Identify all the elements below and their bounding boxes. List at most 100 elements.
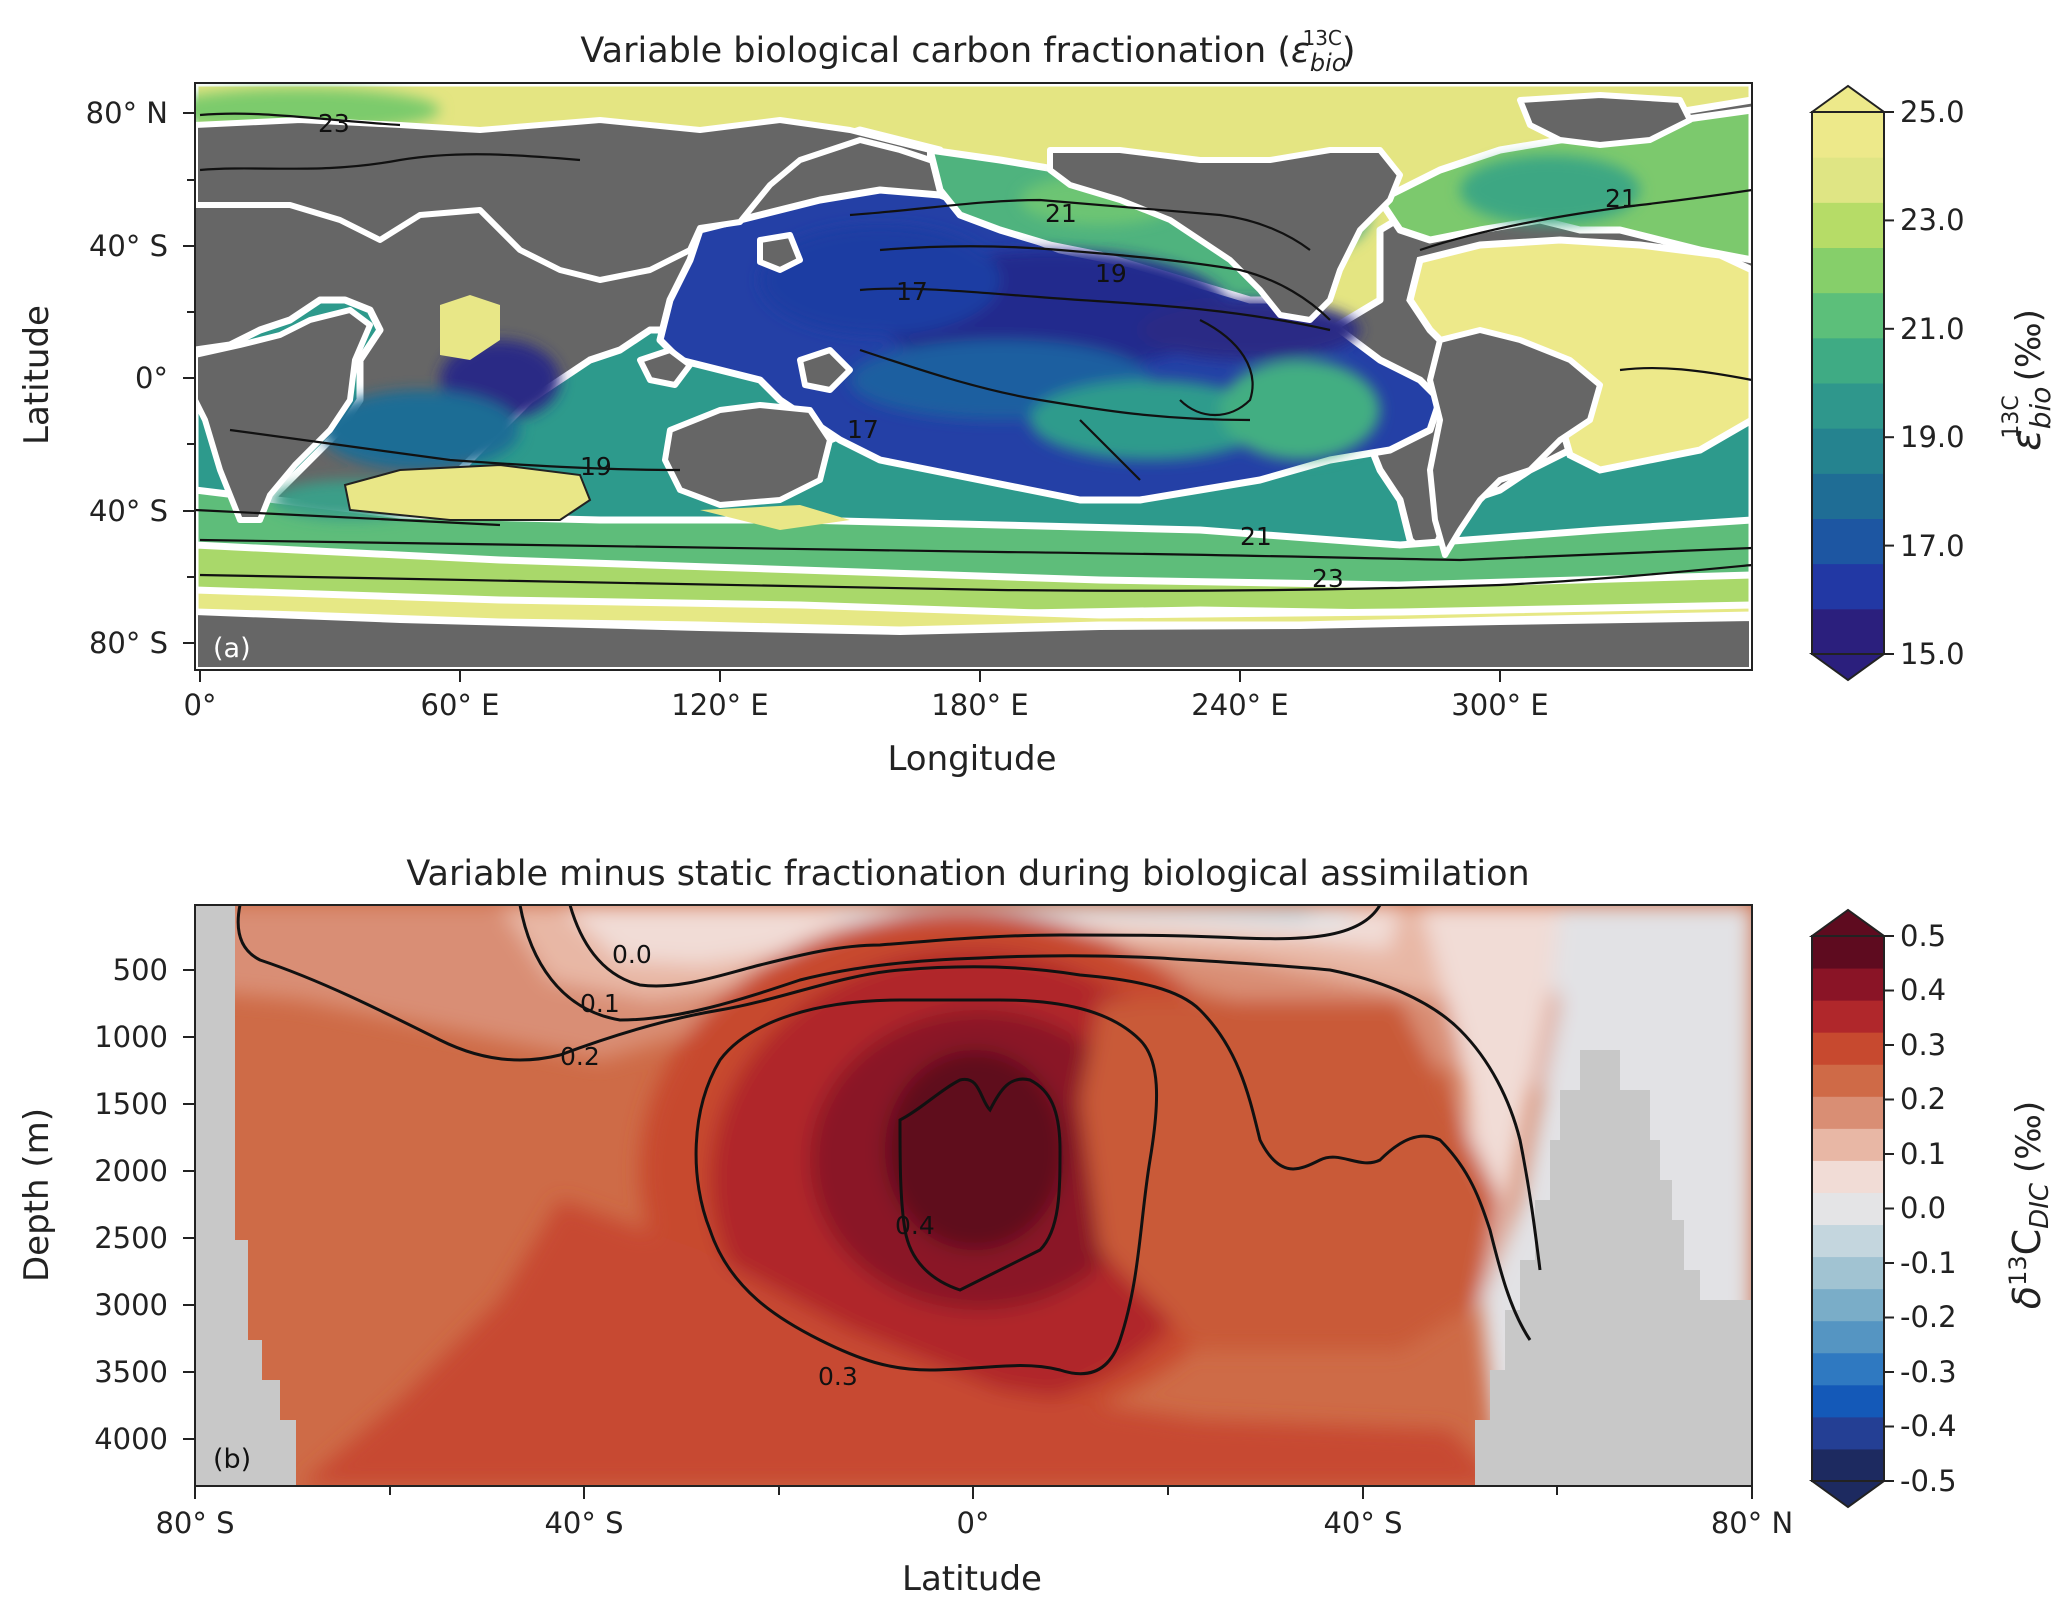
x-tick-label: 300° E bbox=[1451, 688, 1548, 722]
colorbar-swatch bbox=[1812, 1288, 1884, 1322]
y-tick-label: 3500 bbox=[94, 1355, 168, 1389]
panel-b: Variable minus static fractionation duri… bbox=[17, 854, 2055, 1599]
colorbar-extend-max bbox=[1808, 908, 1888, 937]
colorbar-swatch bbox=[1812, 1160, 1884, 1193]
colorbar-tick-label: -0.3 bbox=[1900, 1355, 1957, 1389]
contour-23-south bbox=[199, 563, 1752, 592]
land-australia bbox=[662, 402, 833, 508]
colorbar-swatch bbox=[1812, 1448, 1884, 1482]
colorbar-swatch bbox=[1812, 1384, 1884, 1418]
colorbar-swatches bbox=[1808, 84, 1894, 682]
panel-b-y-ticks: 500 1000 1500 2000 2500 3000 3500 4000 bbox=[94, 953, 168, 1456]
colorbar-tick-label: -0.1 bbox=[1900, 1246, 1957, 1280]
contour-0.3 bbox=[694, 998, 1159, 1376]
y-tick-label: 80° S bbox=[89, 626, 168, 660]
panel-b-ylabel: Depth (m) bbox=[17, 1108, 57, 1282]
colorbar-label: δ13CDIC(‰) bbox=[2004, 1101, 2055, 1309]
panel-a-colorbar: 25.0 23.0 21.0 19.0 17.0 15.0 εbio13C(‰) bbox=[1808, 84, 2057, 682]
colorbar-swatch bbox=[1812, 936, 1884, 969]
panel-a-xlabel: Longitude bbox=[887, 739, 1056, 779]
colorbar-swatch bbox=[1812, 1096, 1884, 1129]
colorbar-swatch bbox=[1812, 337, 1884, 384]
colorbar-swatch bbox=[1812, 563, 1884, 610]
colorbar-swatch bbox=[1812, 428, 1884, 474]
contour-19-pacific bbox=[879, 245, 1331, 321]
colorbar-tick-label: -0.4 bbox=[1900, 1409, 1957, 1443]
colorbar-swatch bbox=[1812, 1032, 1884, 1065]
panel-a: Variable biological carbon fractionation… bbox=[17, 26, 2057, 779]
colorbar-tick-label: 0.5 bbox=[1900, 919, 1946, 953]
panel-a-frame bbox=[194, 82, 1753, 671]
colorbar-extend-max bbox=[1808, 84, 1888, 113]
colorbar-tick-label: 0.3 bbox=[1900, 1028, 1946, 1062]
colorbar-tick-label: 25.0 bbox=[1900, 95, 1965, 129]
contour-0.1 bbox=[518, 905, 1542, 1271]
contour-label: 21 bbox=[1605, 184, 1637, 213]
colorbar-tick-label: 0.2 bbox=[1900, 1082, 1946, 1116]
panel-b-tag: (b) bbox=[213, 1444, 251, 1475]
colorbar-label: εbio13C(‰) bbox=[1999, 309, 2057, 451]
colorbar-ticks: 25.0 23.0 21.0 19.0 17.0 15.0 bbox=[1900, 95, 1965, 671]
x-tick-label: 0° bbox=[957, 1506, 990, 1540]
panel-a-x-axis bbox=[199, 670, 1501, 682]
colorbar-swatch bbox=[1812, 1256, 1884, 1290]
panel-b-plot: 0.0 0.1 0.2 0.4 0.3 (b) bbox=[195, 905, 1752, 1486]
y-tick-label: 2500 bbox=[94, 1221, 168, 1255]
contour-label: 19 bbox=[1095, 259, 1127, 288]
panel-a-tag: (a) bbox=[213, 633, 251, 664]
colorbar-swatch bbox=[1812, 383, 1884, 429]
ocean-patches bbox=[195, 88, 1680, 520]
land-north-america bbox=[1047, 147, 1403, 323]
land-greenland bbox=[1517, 92, 1693, 148]
panel-a-land bbox=[195, 92, 1752, 670]
panel-b-x-axis bbox=[194, 1486, 1753, 1499]
x-tick-label: 40° S bbox=[1323, 1506, 1402, 1540]
x-tick-label: 0° bbox=[184, 688, 217, 722]
panel-b-title: Variable minus static fractionation duri… bbox=[406, 854, 1529, 894]
colorbar-swatch bbox=[1812, 1224, 1884, 1258]
contour-label: 17 bbox=[847, 415, 879, 444]
colorbar-tick-label: 0.4 bbox=[1900, 973, 1946, 1007]
contour-0.2 bbox=[236, 905, 1532, 1341]
contour-21-pacific bbox=[849, 198, 1311, 251]
colorbar-swatch bbox=[1812, 1064, 1884, 1097]
panel-a-contour-labels: 23 21 21 19 17 17 19 21 23 bbox=[318, 109, 1637, 593]
colorbar-swatch bbox=[1812, 1192, 1884, 1226]
y-tick-label: 40° S bbox=[89, 494, 168, 528]
colorbar-swatch bbox=[1812, 1000, 1884, 1033]
panel-b-y-axis bbox=[183, 969, 195, 1440]
panel-a-title: Variable biological carbon fractionation… bbox=[580, 26, 1355, 77]
x-tick-label: 240° E bbox=[1191, 688, 1288, 722]
land-indonesia-1 bbox=[797, 347, 853, 393]
contour-label: 19 bbox=[580, 452, 612, 481]
land-japan bbox=[757, 232, 803, 273]
colorbar-extend-min bbox=[1808, 653, 1888, 682]
y-tick-label: 0° bbox=[135, 361, 168, 395]
panel-b-xlabel: Latitude bbox=[902, 1559, 1042, 1599]
colorbar-swatch bbox=[1812, 112, 1884, 158]
patch-indian-south bbox=[343, 463, 592, 521]
x-tick-label: 80° N bbox=[1711, 1506, 1793, 1540]
y-tick-label: 80° N bbox=[86, 96, 168, 130]
colorbar-frame bbox=[1811, 111, 1885, 655]
x-tick-label: 40° S bbox=[544, 1506, 623, 1540]
panel-b-x-ticks: 80° S 40° S 0° 40° S 80° N bbox=[155, 1506, 1793, 1540]
panel-b-colorbar: 0.5 0.4 0.3 0.2 0.1 0.0 -0.1 -0.2 -0.3 -… bbox=[1808, 908, 2055, 1509]
colorbar-tick-label: 17.0 bbox=[1900, 529, 1965, 563]
colorbar-swatch bbox=[1812, 202, 1884, 248]
x-tick-label: 120° E bbox=[671, 688, 768, 722]
land-africa bbox=[195, 307, 373, 523]
y-tick-label: 1000 bbox=[94, 1020, 168, 1054]
colorbar-swatch bbox=[1812, 1128, 1884, 1161]
y-tick-label: 2000 bbox=[94, 1154, 168, 1188]
contour-label: 0.4 bbox=[895, 1211, 935, 1240]
colorbar-swatch bbox=[1812, 473, 1884, 519]
contour-label: 21 bbox=[1240, 522, 1272, 551]
panel-a-x-ticks: 0° 60° E 120° E 180° E 240° E 300° E bbox=[184, 688, 1549, 722]
panel-a-y-ticks: 80° N 40° S 0° 40° S 80° S bbox=[86, 96, 168, 660]
colorbar-tick-label: -0.2 bbox=[1900, 1300, 1957, 1334]
colorbar-tick-label: 23.0 bbox=[1900, 203, 1965, 237]
colorbar-swatch bbox=[1812, 247, 1884, 294]
colorbar-swatch bbox=[1812, 1320, 1884, 1354]
land-south-america bbox=[1427, 327, 1603, 558]
